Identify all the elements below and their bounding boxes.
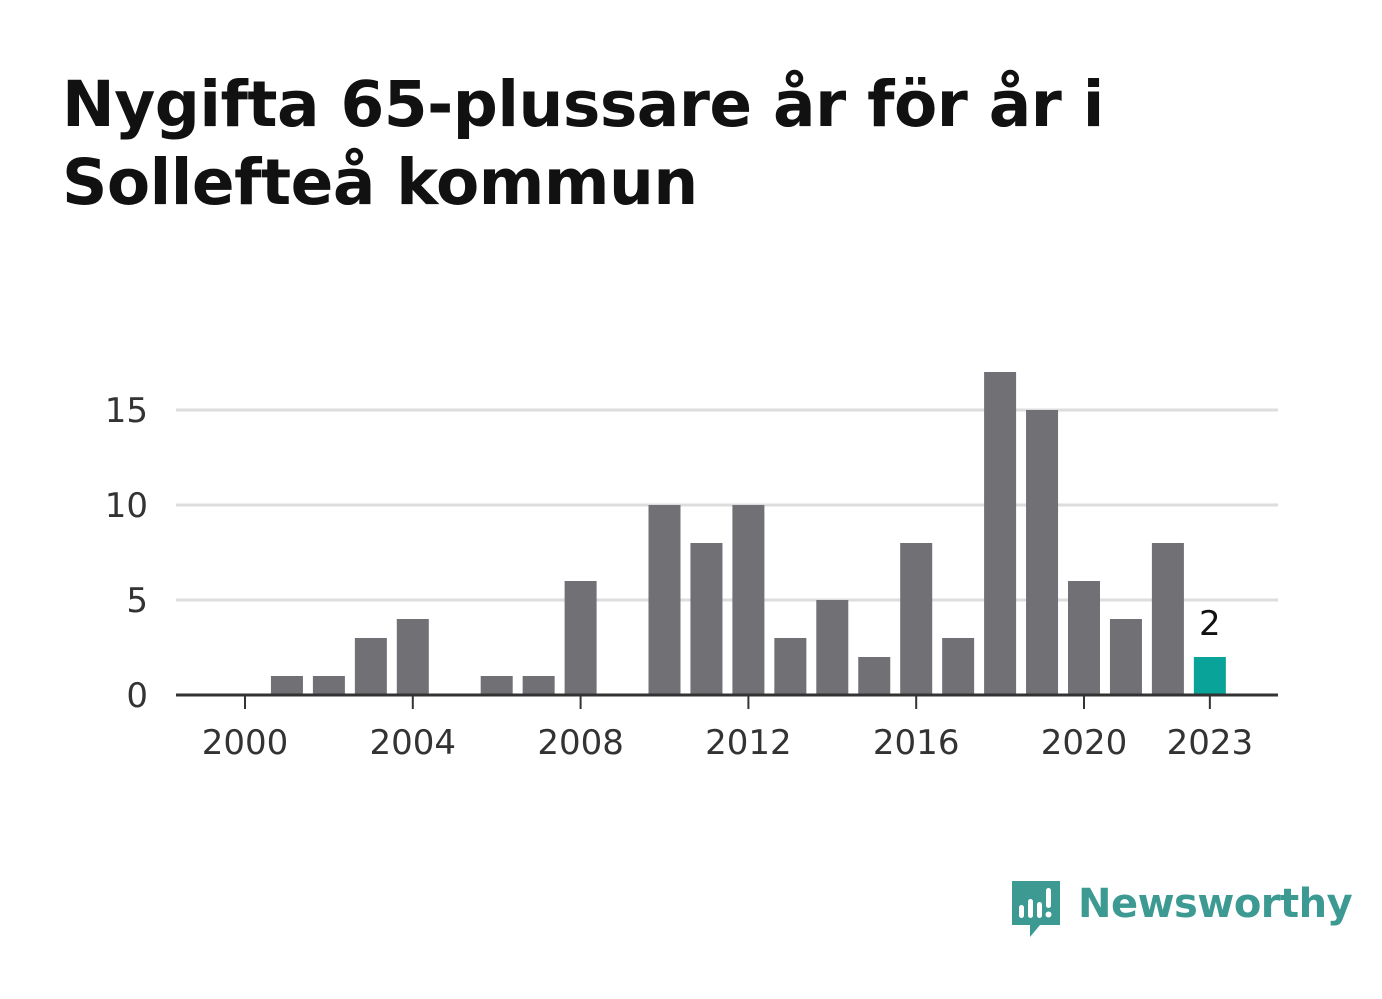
- bar-2001: [270, 676, 303, 695]
- bar-2011: [690, 543, 723, 695]
- x-tick-label: 2023: [1167, 723, 1254, 763]
- bar-2010: [648, 505, 681, 695]
- bar-2008: [564, 581, 597, 695]
- bar-2019: [1026, 410, 1059, 695]
- bar-2014: [816, 600, 849, 695]
- bar-2017: [942, 638, 975, 695]
- bars: [270, 372, 1226, 695]
- y-tick-label: 5: [126, 581, 148, 621]
- x-axis: [176, 693, 1278, 709]
- x-tick-label: 2008: [537, 723, 624, 763]
- bar-2018: [984, 372, 1017, 695]
- bar-2021: [1109, 619, 1142, 695]
- chart-title: Nygifta 65-plussare år för år i Sollefte…: [62, 68, 1104, 219]
- axis-labels: 0 5 10 15 2 2000 2004 2008 2012 2016 2020 2023: [105, 391, 1253, 763]
- data-label-2023: 2: [1199, 604, 1221, 644]
- bar-2006: [480, 676, 513, 695]
- x-tick-label: 2012: [705, 723, 792, 763]
- gridlines: [176, 408, 1278, 602]
- x-tick-label: 2004: [370, 723, 457, 763]
- bar-2016: [900, 543, 933, 695]
- bar-2015: [858, 657, 891, 695]
- x-tick-label: 2016: [873, 723, 960, 763]
- y-tick-label: 15: [105, 391, 148, 431]
- bar-2003: [354, 638, 387, 695]
- y-tick-label: 10: [105, 486, 148, 526]
- newsworthy-logo-icon: [1012, 881, 1060, 937]
- bar-2012: [732, 505, 765, 695]
- bar-2023: [1193, 657, 1226, 695]
- y-tick-label: 0: [126, 676, 148, 716]
- brand-logo: Newsworthy: [1010, 878, 1353, 942]
- bar-2022: [1151, 543, 1184, 695]
- x-tick-label: 2020: [1041, 723, 1128, 763]
- x-tick-label: 2000: [202, 723, 289, 763]
- bar-2004: [396, 619, 429, 695]
- brand-name: Newsworthy: [1078, 881, 1353, 927]
- bar-2002: [312, 676, 345, 695]
- bar-2007: [522, 676, 555, 695]
- bar-2020: [1068, 581, 1100, 695]
- bar-2013: [774, 638, 807, 695]
